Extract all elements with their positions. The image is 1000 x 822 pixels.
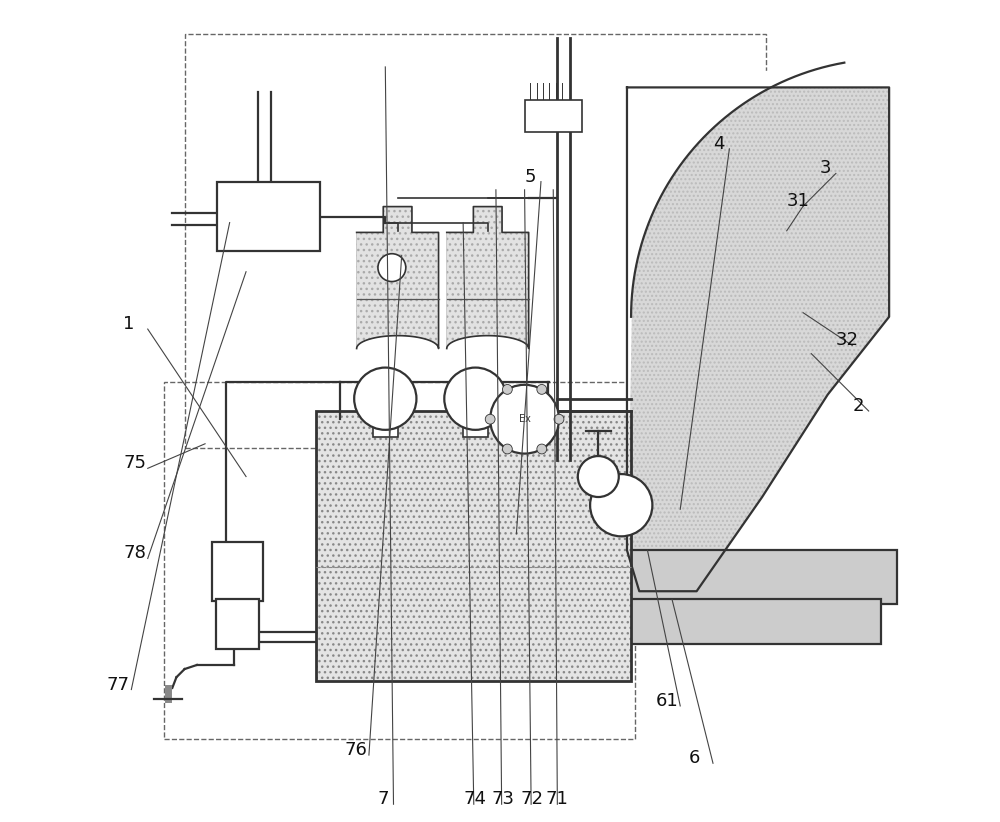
Circle shape xyxy=(502,385,512,395)
Text: 4: 4 xyxy=(713,135,724,153)
Text: Ex: Ex xyxy=(519,414,531,424)
Text: 75: 75 xyxy=(123,455,146,473)
Bar xyxy=(212,542,263,601)
Bar xyxy=(164,382,635,739)
Bar xyxy=(525,99,582,132)
Bar xyxy=(598,599,881,644)
Text: 73: 73 xyxy=(492,790,515,808)
Circle shape xyxy=(490,385,559,454)
Circle shape xyxy=(444,367,507,430)
Bar xyxy=(217,182,320,252)
Text: 61: 61 xyxy=(656,692,678,710)
Text: 7: 7 xyxy=(377,790,389,808)
Circle shape xyxy=(378,254,406,282)
Text: 71: 71 xyxy=(545,790,568,808)
Circle shape xyxy=(354,367,416,430)
Text: 74: 74 xyxy=(463,790,486,808)
Bar xyxy=(578,550,897,603)
Polygon shape xyxy=(357,206,439,349)
Text: 72: 72 xyxy=(520,790,543,808)
Text: 32: 32 xyxy=(836,331,859,349)
Text: 76: 76 xyxy=(344,741,367,759)
Text: 1: 1 xyxy=(123,315,135,333)
Bar xyxy=(373,419,398,437)
Bar xyxy=(216,599,259,649)
Circle shape xyxy=(578,456,619,497)
Text: 31: 31 xyxy=(787,192,810,210)
Circle shape xyxy=(590,474,652,536)
Bar xyxy=(316,411,631,681)
Bar xyxy=(463,419,488,437)
Circle shape xyxy=(537,444,547,454)
Text: 6: 6 xyxy=(688,750,700,767)
Text: 5: 5 xyxy=(525,168,536,186)
Bar xyxy=(185,35,766,448)
Polygon shape xyxy=(627,87,889,591)
Circle shape xyxy=(485,414,495,424)
Circle shape xyxy=(554,414,564,424)
Circle shape xyxy=(502,444,512,454)
Text: 2: 2 xyxy=(852,397,864,415)
Circle shape xyxy=(537,385,547,395)
Polygon shape xyxy=(627,62,844,550)
Bar xyxy=(316,411,631,681)
Polygon shape xyxy=(447,206,529,349)
Text: 78: 78 xyxy=(123,544,146,562)
Text: 77: 77 xyxy=(107,676,130,694)
Text: 3: 3 xyxy=(819,159,831,178)
